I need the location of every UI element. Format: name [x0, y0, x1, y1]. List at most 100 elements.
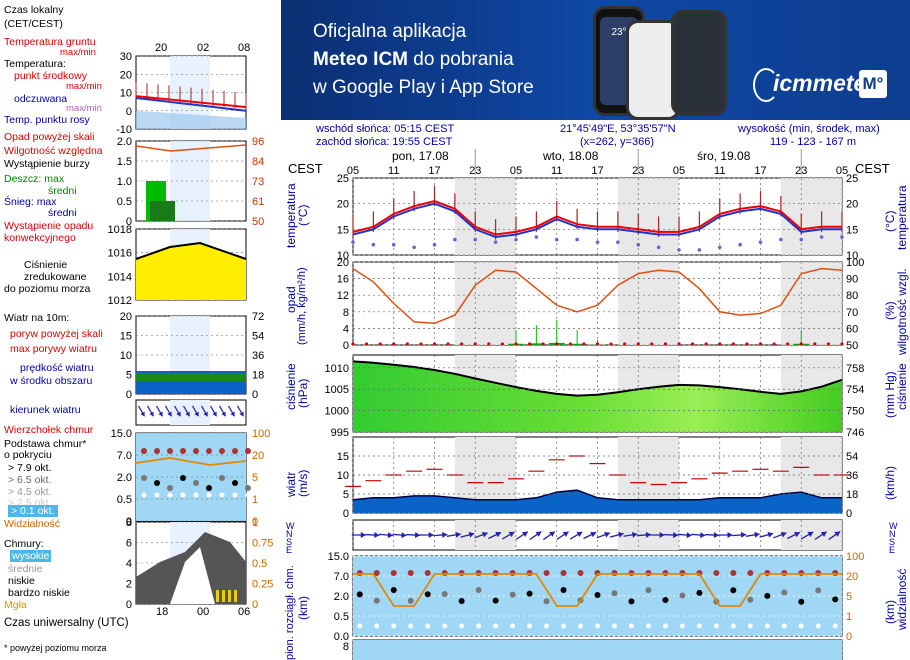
wind-arrow-icon — [501, 531, 515, 540]
wind-arrow-icon — [392, 532, 407, 539]
dew-point-dot — [616, 240, 620, 244]
right-tick-label: 5 — [846, 591, 852, 603]
utc-label: Czas uniwersalny (UTC) — [4, 617, 129, 629]
legend-wind-arrow-icon — [209, 405, 218, 417]
feels-label: odczuwana — [14, 93, 68, 105]
wind-arrow-icon — [583, 531, 597, 540]
cloud-low-dot — [425, 623, 431, 629]
wind-arrow-icon — [543, 531, 556, 541]
coordinates: 21°45'49"E, 53°35'57"N — [560, 123, 676, 135]
precip-zero-dot — [731, 342, 735, 346]
legend-arrow-head — [212, 411, 217, 417]
legend-wind-arrow-icon — [227, 405, 236, 417]
cloud-low-dot — [832, 623, 838, 629]
wind-arrow-head — [360, 532, 366, 539]
wind-speed-label: prędkość wiatru — [20, 362, 94, 374]
cloud-base-dot — [628, 598, 635, 605]
cloud-top-dot — [543, 570, 550, 576]
cloud-low-dot — [730, 623, 736, 629]
legend-pressure-line — [135, 241, 247, 260]
cloud-low-dot — [645, 623, 651, 629]
logo-swirl-icon — [753, 68, 779, 102]
high-clouds-label: wysokie — [10, 550, 52, 562]
local-time-label: Czas lokalny — [4, 4, 64, 16]
cloud-low-dot — [510, 623, 516, 629]
wind-arrow-head — [401, 532, 407, 539]
precip-zero-dot — [405, 342, 409, 346]
cloud-top-dot — [424, 570, 431, 576]
feels-line — [352, 202, 842, 239]
wind-arrow-icon — [460, 531, 475, 538]
bottom-hour-2: 00 — [197, 606, 210, 618]
precip-zero-dot — [786, 342, 790, 346]
dew-point-dot — [534, 235, 539, 239]
cloud-top-dot — [577, 570, 584, 576]
cloud-top-dot — [492, 570, 499, 576]
dew-point-dot — [575, 237, 579, 242]
wind-arrow-head — [414, 532, 421, 539]
wind-arrow-icon — [718, 532, 733, 539]
wind-arrow-icon — [609, 531, 624, 538]
precip-zero-dot — [745, 342, 749, 346]
cloud-cover-bg — [353, 640, 842, 660]
wind-arrow-head — [481, 531, 488, 538]
right-tick-label: 20 — [846, 571, 858, 583]
dew-point-dot — [717, 245, 722, 250]
right-tick-label: 80 — [846, 290, 858, 302]
dew-point-dot — [677, 248, 681, 252]
banner-line-1: Oficjalna aplikacja — [313, 21, 467, 42]
legend-right-tick: 0 — [252, 599, 258, 611]
legend-arrow-head — [194, 411, 199, 417]
wind-arrow-icon — [691, 532, 706, 539]
right-tick-label: 758 — [846, 363, 864, 375]
wind-arrow-head — [754, 531, 760, 538]
legend-right-tick: 5 — [252, 472, 258, 484]
okt01-label: > 0.1 okt. — [8, 505, 58, 517]
cloud-low-dot — [561, 623, 567, 629]
right-tick-label: 754 — [846, 384, 864, 396]
legend-left-tick: 0.5 — [117, 196, 132, 208]
app-banner[interactable]: Oficjalna aplikacja Meteo ICM do pobrani… — [281, 0, 910, 120]
cloud-base-dot — [815, 587, 822, 594]
wind-dir-label: kierunek wiatru — [10, 404, 81, 416]
dew-point-dot — [432, 242, 437, 247]
legend-rain-mid — [150, 201, 175, 221]
left-tick-label: 8 — [343, 307, 349, 319]
legend-cloud-base-dot — [154, 480, 160, 486]
legend-left-tick: 1016 — [108, 248, 132, 260]
cloud-base-dot — [407, 597, 414, 604]
legend-left-tick: 0 — [126, 599, 132, 611]
cloud-base-dot — [509, 591, 516, 598]
footnote: * powyżej poziomu morza — [4, 643, 107, 653]
wind-unit: (m/s) — [296, 469, 310, 497]
wind-arrow-head — [780, 531, 787, 538]
wind-arrow-head — [659, 532, 665, 539]
night-shade — [780, 262, 842, 345]
right-tick-label: 18 — [846, 489, 858, 501]
press-axis-right: ciśnienie — [895, 363, 909, 410]
wind-arrow-head — [549, 531, 555, 537]
legend-left-tick: 10 — [120, 88, 132, 100]
hour-tick-label: 05 — [347, 165, 359, 177]
sunrise: wschód słońca: 05:15 CEST — [316, 123, 455, 135]
right-tick-label: 10 — [846, 250, 858, 262]
legend-night — [170, 400, 210, 425]
right-tick-label: 25 — [846, 173, 858, 185]
visibility-line — [353, 573, 842, 607]
wind-arrow-icon — [623, 531, 638, 538]
cloud-base-dot — [356, 591, 363, 598]
legend-arrow-head — [158, 411, 163, 417]
cloud-low-dot — [357, 623, 363, 629]
cloud-low-dot — [527, 623, 533, 629]
wind-arrow-icon — [446, 531, 461, 538]
legend-cloud-top-dot — [154, 448, 160, 454]
legend-wind-arrow-icon — [146, 405, 155, 417]
sunset: zachód słońca: 19:55 CEST — [316, 136, 453, 148]
cloud-base-label-2: o pokryciu — [4, 449, 52, 461]
precip-zero-dot — [704, 342, 708, 346]
cloud-low-dot — [628, 623, 634, 629]
left-tick-label: 4 — [343, 323, 349, 335]
cloud-low-dot — [662, 623, 668, 629]
precip-zero-dot — [758, 342, 763, 346]
cloud-base-dot — [730, 587, 737, 594]
